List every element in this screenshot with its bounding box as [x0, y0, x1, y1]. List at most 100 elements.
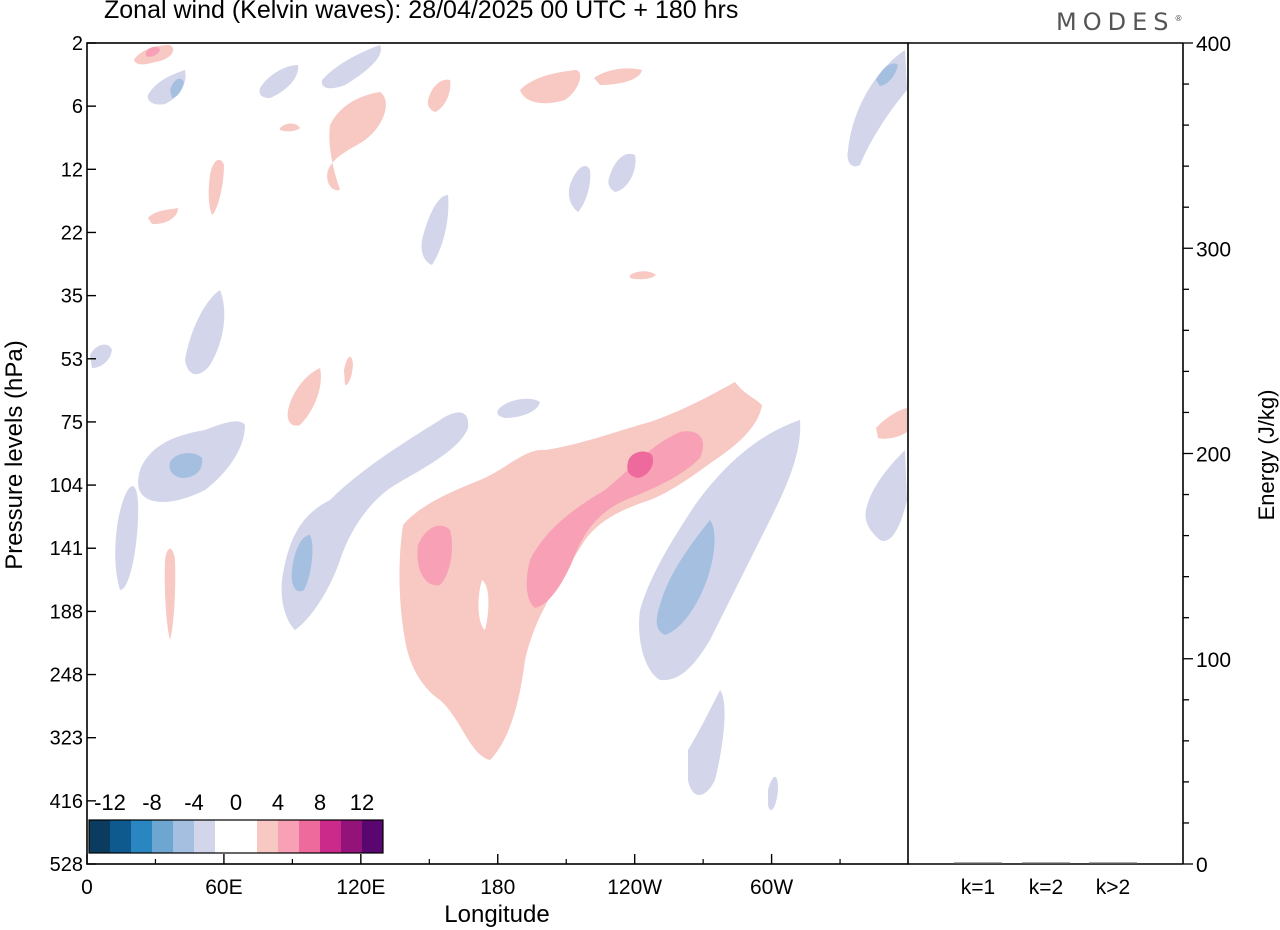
colorbar-swatch	[362, 820, 383, 853]
negative-anomaly-top-left	[259, 65, 299, 98]
colorbar-swatch	[89, 820, 110, 853]
pressure-tick-label: 75	[61, 412, 83, 434]
pressure-tick-label: 528	[50, 854, 83, 876]
energy-category-label: k=1	[961, 876, 995, 899]
positive-anomaly-small-3	[280, 123, 300, 132]
positive-anomaly-small-4	[344, 356, 353, 386]
zonal-wind-field	[90, 45, 907, 810]
colorbar-swatch	[257, 820, 278, 853]
negative-anomaly-band-2-core	[169, 453, 203, 478]
colorbar-swatch	[236, 820, 257, 853]
colorbar-swatch	[194, 820, 215, 853]
energy-category-label: k>2	[1096, 876, 1130, 899]
negative-anomaly-small-east	[768, 776, 778, 810]
negative-anomaly-upper-mid-2	[568, 165, 591, 212]
x-axis-label: Longitude	[444, 901, 549, 928]
brand-registered-mark: ®	[1174, 14, 1183, 23]
negative-anomaly-east-core	[656, 520, 715, 635]
pressure-axis: 2 6 12 22 35 53 75 104 141 188 248 323 416 528	[50, 33, 96, 876]
energy-tick-label: 200	[1196, 444, 1231, 467]
colorbar-label: -4	[184, 790, 204, 815]
longitude-tick-label: 120E	[336, 876, 385, 899]
colorbar-label: -12	[94, 790, 126, 815]
colorbar: -12 -8 -4 0 4 8 12	[88, 790, 384, 854]
colorbar-swatch	[341, 820, 362, 853]
brand-name: MODES	[1056, 8, 1175, 36]
pressure-tick-label: 104	[50, 475, 83, 497]
pressure-tick-label: 248	[50, 665, 83, 687]
energy-category-label: k=2	[1029, 876, 1063, 899]
negative-anomaly-left-edge	[90, 344, 112, 368]
negative-anomaly-upper-mid-3	[608, 153, 636, 192]
brand-logo: MODES®	[1056, 8, 1182, 36]
positive-anomaly-far-east	[876, 408, 907, 439]
positive-anomaly-upper-2	[327, 92, 386, 191]
colorbar-swatch	[131, 820, 152, 853]
colorbar-swatch	[110, 820, 131, 853]
positive-anomaly-upper-3	[427, 79, 451, 112]
energy-bars: k=1 k=2 k>2	[954, 862, 1137, 899]
colorbar-swatch	[278, 820, 299, 853]
energy-bar	[1089, 862, 1137, 864]
chart-title: Zonal wind (Kelvin waves): 28/04/2025 00…	[104, 0, 739, 24]
colorbar-frame	[88, 819, 384, 854]
longitude-tick-label: 120W	[607, 876, 662, 899]
colorbar-label: 8	[314, 790, 326, 815]
negative-anomaly-west-edge	[115, 486, 139, 590]
positive-anomaly-upper-5	[208, 159, 224, 215]
negative-anomaly-top-left-2	[321, 45, 381, 89]
longitude-axis: 0 60E 120E 180 120W 60W	[81, 854, 841, 899]
negative-anomaly-top-left-core	[170, 78, 184, 98]
positive-anomaly-upper-4	[594, 68, 642, 85]
pressure-tick-label: 188	[50, 601, 83, 623]
positive-anomaly-left-streak	[164, 548, 176, 640]
energy-tick-label: 300	[1196, 238, 1231, 261]
energy-tick-label: 100	[1196, 649, 1231, 672]
negative-anomaly-far-east	[865, 450, 907, 541]
colorbar-swatch	[299, 820, 320, 853]
positive-anomaly-peak-ring	[627, 451, 654, 478]
colorbar-swatch	[173, 820, 194, 853]
energy-bar	[1022, 862, 1070, 864]
negative-anomaly-mid-small	[497, 398, 540, 418]
colorbar-label: 12	[350, 790, 374, 815]
longitude-tick-label: 60E	[205, 876, 242, 899]
negative-anomaly-lower-east	[688, 690, 725, 795]
positive-anomaly-core-mid	[526, 431, 704, 608]
negative-anomaly-upper-east-core	[876, 63, 898, 86]
colorbar-swatch	[152, 820, 173, 853]
pressure-tick-label: 35	[61, 286, 83, 308]
pressure-tick-label: 323	[50, 728, 83, 750]
colorbar-swatch	[320, 820, 341, 853]
colorbar-swatch	[215, 820, 236, 853]
colorbar-label: 4	[272, 790, 284, 815]
pressure-tick-label: 22	[61, 222, 83, 244]
negative-anomaly-left-mid	[185, 290, 225, 375]
positive-anomaly-top-left-core	[146, 46, 160, 57]
pressure-tick-label: 416	[50, 791, 83, 813]
positive-anomaly-hole	[478, 580, 489, 630]
energy-bar	[954, 862, 1002, 864]
colorbar-label: 0	[230, 790, 242, 815]
longitude-tick-label: 60W	[750, 876, 793, 899]
pressure-tick-label: 141	[50, 538, 83, 560]
positive-anomaly-mid-left	[287, 368, 321, 426]
longitude-tick-label: 0	[81, 876, 93, 899]
pressure-tick-label: 2	[72, 33, 83, 55]
pressure-tick-label: 6	[72, 96, 83, 118]
energy-axis-label: Energy (J/kg)	[1254, 390, 1279, 521]
y-axis-label: Pressure levels (hPa)	[1, 340, 28, 569]
pressure-tick-label: 53	[61, 349, 83, 371]
energy-tick-label: 0	[1196, 854, 1208, 877]
energy-tick-label: 400	[1196, 33, 1231, 56]
positive-anomaly-small-2	[148, 208, 178, 225]
negative-anomaly-band-1-core	[291, 535, 313, 592]
positive-anomaly-upper-1	[520, 70, 581, 104]
energy-axis: 0 100 200 300 400	[1183, 33, 1231, 877]
positive-anomaly-small-1	[630, 271, 656, 280]
longitude-tick-label: 180	[480, 876, 515, 899]
negative-anomaly-band-1	[281, 412, 469, 630]
negative-anomaly-upper-east	[847, 50, 907, 167]
positive-anomaly-core-west	[417, 525, 452, 586]
